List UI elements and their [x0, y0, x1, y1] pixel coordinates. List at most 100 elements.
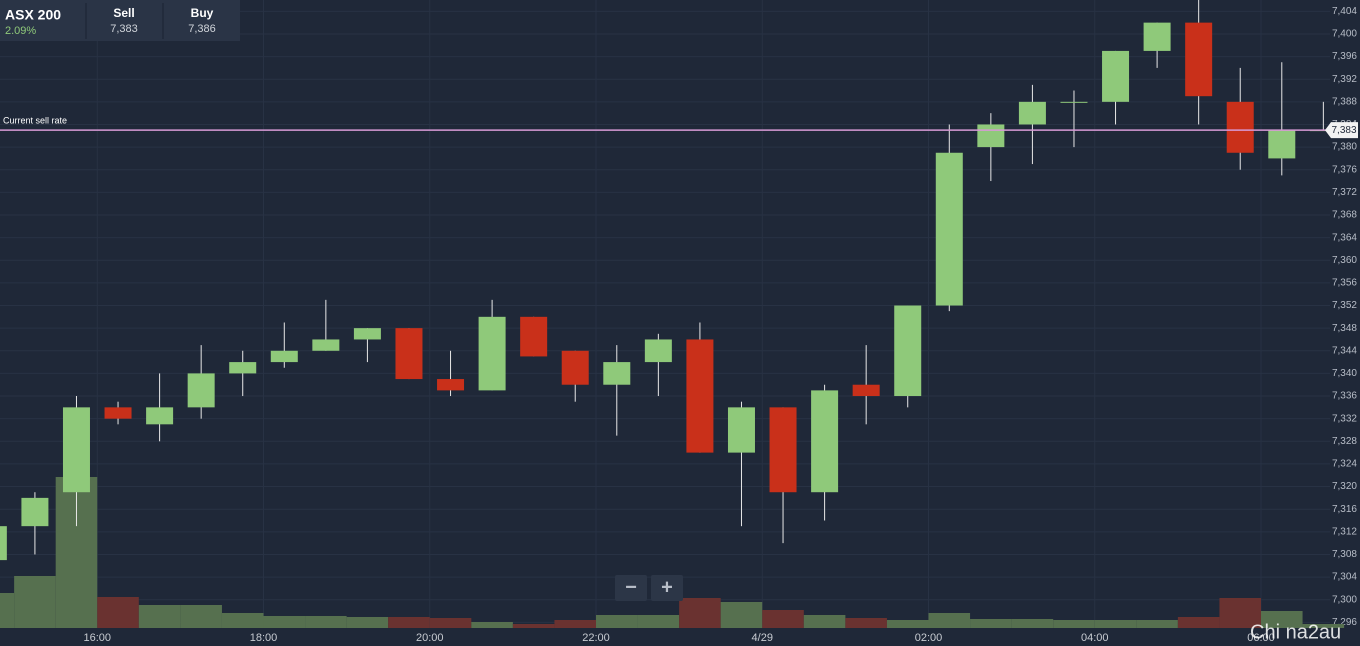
candle-body: [0, 526, 7, 561]
y-tick-label: 7,376: [1332, 164, 1357, 175]
y-tick-label: 7,392: [1332, 74, 1357, 85]
volume-bar: [1136, 620, 1178, 628]
volume-bar: [138, 605, 181, 628]
y-tick-label: 7,300: [1332, 594, 1357, 605]
candle-layer: [0, 0, 1337, 561]
candle-body: [146, 407, 174, 425]
volume-bar: [14, 576, 56, 628]
y-tick-label: 7,380: [1332, 142, 1357, 153]
volume-bar: [720, 602, 763, 628]
y-tick-label: 7,296: [1332, 617, 1357, 628]
volume-bar: [429, 618, 472, 628]
candle-body: [1268, 130, 1296, 159]
y-tick-label: 7,316: [1332, 504, 1357, 515]
volume-bar: [1094, 620, 1137, 628]
x-tick-label: 22:00: [582, 632, 610, 644]
y-tick-label: 7,348: [1332, 323, 1357, 334]
candle-body: [644, 339, 672, 363]
current-rate-label: Current sell rate: [3, 116, 67, 126]
volume-bar: [1177, 617, 1220, 628]
y-tick-label: 7,400: [1332, 29, 1357, 40]
volume-bar: [1219, 598, 1262, 628]
y-tick-label: 7,308: [1332, 549, 1357, 560]
sell-value: 7,383: [110, 23, 138, 35]
volume-bar: [221, 613, 264, 628]
y-tick-label: 7,344: [1332, 345, 1357, 356]
volume-bar: [305, 616, 347, 628]
candle-body: [1226, 101, 1254, 153]
volume-bar: [970, 619, 1012, 628]
sell-label: Sell: [113, 6, 134, 20]
button-bg: [651, 575, 683, 601]
x-tick-label: 18:00: [250, 632, 278, 644]
button-bg: [615, 575, 647, 601]
volume-bar: [928, 613, 971, 628]
candle-body: [270, 350, 298, 363]
y-tick-label: 7,368: [1332, 210, 1357, 221]
candle-body: [852, 384, 880, 397]
y-tick-label: 7,328: [1332, 436, 1357, 447]
candle-body: [21, 497, 49, 527]
y-tick-label: 7,356: [1332, 278, 1357, 289]
candle-body: [104, 407, 132, 419]
candle-body: [187, 373, 215, 408]
candle-body: [727, 407, 755, 453]
candle-body: [894, 305, 922, 397]
y-tick-label: 7,320: [1332, 481, 1357, 492]
zoom-in[interactable]: +: [661, 576, 673, 598]
volume-bar: [0, 593, 15, 628]
header-box: [0, 0, 240, 41]
candle-body: [1060, 101, 1088, 103]
candle-body: [395, 328, 423, 380]
y-tick-label: 7,312: [1332, 526, 1357, 537]
volume-bar: [596, 615, 638, 628]
y-tick-label: 7,332: [1332, 413, 1357, 424]
candle-body: [686, 339, 714, 453]
volume-bar: [346, 617, 389, 628]
instrument-name: ASX 200: [5, 7, 61, 23]
candle-body: [312, 339, 340, 351]
candle-body: [977, 124, 1005, 148]
volume-bar: [803, 615, 846, 628]
zoom-out-button[interactable]: −: [615, 575, 647, 601]
candle-body: [1102, 50, 1130, 102]
zoom-out[interactable]: −: [625, 576, 637, 598]
current-rate-value: 7,383: [1331, 125, 1356, 136]
y-tick-label: 7,304: [1332, 572, 1357, 583]
candle-body: [1143, 22, 1171, 51]
volume-bar: [886, 620, 929, 628]
y-tick-label: 7,336: [1332, 391, 1357, 402]
x-tick-label: 04:00: [1081, 632, 1109, 644]
y-tick-label: 7,340: [1332, 368, 1357, 379]
y-tick-label: 7,352: [1332, 300, 1357, 311]
x-tick-label: 4/29: [752, 632, 773, 644]
x-tick-label: 06:00: [1247, 632, 1275, 644]
volume-bar: [1011, 619, 1054, 628]
candle-body: [229, 362, 257, 374]
volume-bar: [180, 605, 222, 628]
volume-bar: [637, 615, 680, 628]
y-tick-label: 7,404: [1332, 6, 1357, 17]
volume-bar: [762, 610, 804, 628]
zoom-in-button[interactable]: +: [651, 575, 683, 601]
volume-layer: [0, 477, 1345, 628]
candle-body: [811, 390, 839, 493]
y-tick-label: 7,372: [1332, 187, 1357, 198]
watermark: Chi na2au: [1250, 621, 1341, 643]
volume-bar: [679, 598, 721, 628]
y-tick-label: 7,324: [1332, 459, 1357, 470]
y-tick-label: 7,388: [1332, 96, 1357, 107]
candle-body: [561, 350, 589, 385]
x-tick-label: 02:00: [915, 632, 943, 644]
volume-bar: [554, 620, 597, 628]
buy-value: 7,386: [188, 23, 216, 35]
change: 2.09%: [5, 25, 36, 37]
candle-body: [437, 379, 465, 391]
volume-bar: [845, 618, 887, 628]
x-tick-label: 20:00: [416, 632, 444, 644]
